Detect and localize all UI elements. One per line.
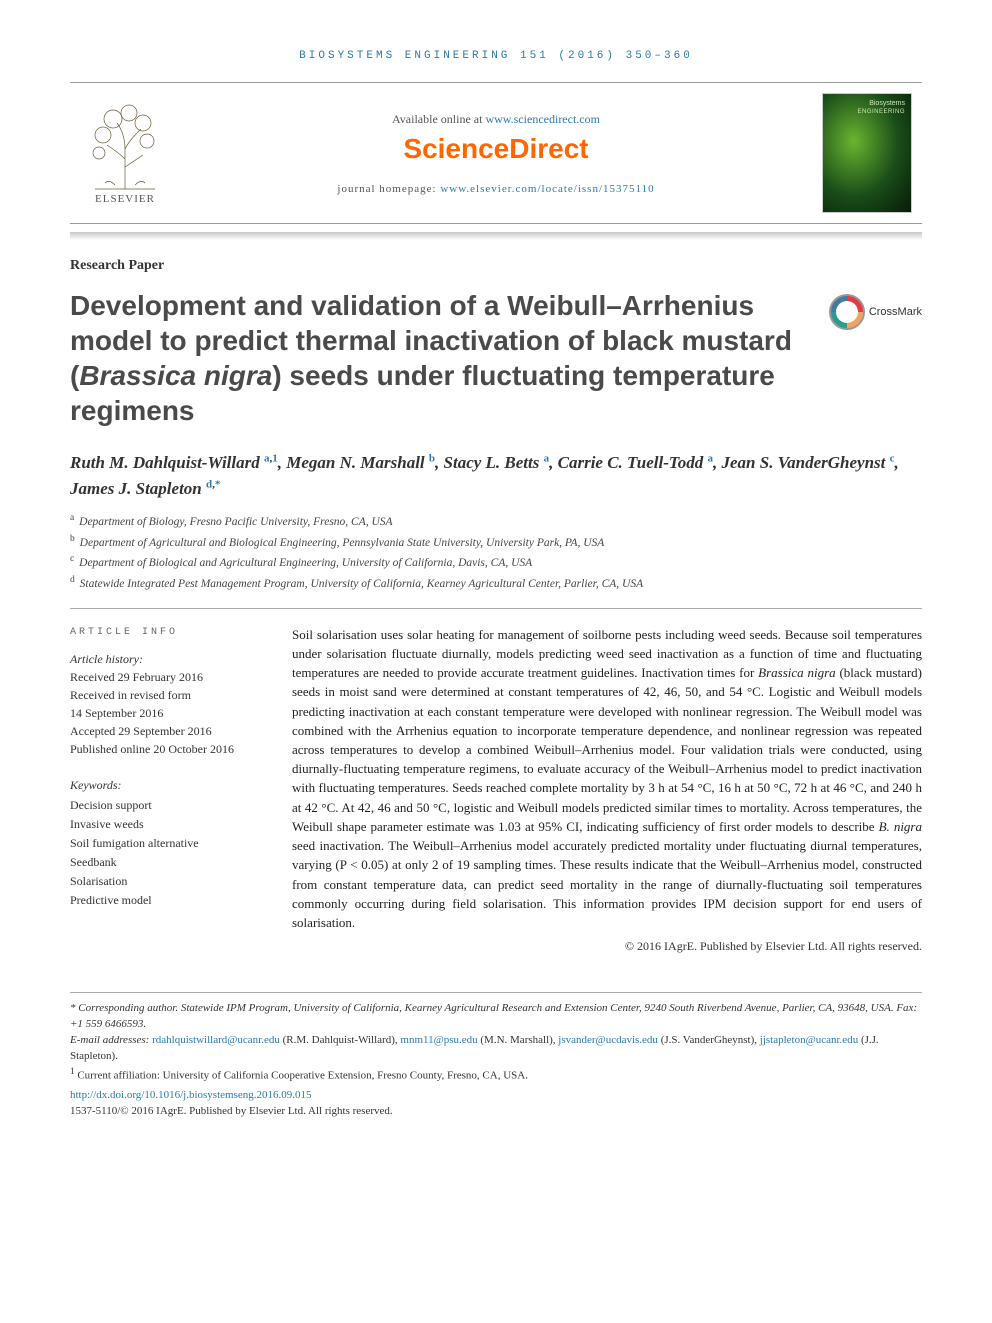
copyright-line: © 2016 IAgrE. Published by Elsevier Ltd.… xyxy=(292,938,922,956)
affiliation-line: d Statewide Integrated Pest Management P… xyxy=(70,573,922,594)
sciencedirect-link[interactable]: www.sciencedirect.com xyxy=(485,112,600,126)
crossmark-badge[interactable]: CrossMark xyxy=(829,294,922,330)
emails-label: E-mail addresses: xyxy=(70,1034,152,1046)
crossmark-icon xyxy=(829,294,865,330)
email-link[interactable]: jsvander@ucdavis.edu xyxy=(558,1034,658,1046)
affiliations: a Department of Biology, Fresno Pacific … xyxy=(70,511,922,594)
list-item: Seedbank xyxy=(70,853,260,871)
keywords-block: Keywords: Decision supportInvasive weeds… xyxy=(70,776,260,909)
header-band: ELSEVIER Available online at www.science… xyxy=(70,82,922,224)
list-item: Accepted 29 September 2016 xyxy=(70,722,260,740)
current-affiliation-note: 1 Current affiliation: University of Cal… xyxy=(70,1065,922,1085)
email-link[interactable]: rdahlquistwillard@ucanr.edu xyxy=(152,1034,280,1046)
article-title: Development and validation of a Weibull–… xyxy=(70,288,809,428)
abstract-text: Soil solarisation uses solar heating for… xyxy=(292,627,922,931)
affiliation-line: a Department of Biology, Fresno Pacific … xyxy=(70,511,922,532)
keywords-label: Keywords: xyxy=(70,776,260,794)
footnotes: * Corresponding author. Statewide IPM Pr… xyxy=(70,992,922,1120)
corresponding-author: * Corresponding author. Statewide IPM Pr… xyxy=(70,1001,922,1033)
issn-copyright: 1537-5110/© 2016 IAgrE. Published by Els… xyxy=(70,1104,922,1120)
list-item: Decision support xyxy=(70,796,260,814)
elsevier-logo: ELSEVIER xyxy=(70,83,180,223)
journal-homepage-link[interactable]: www.elsevier.com/locate/issn/15375110 xyxy=(440,183,654,195)
journal-home-prefix: journal homepage: xyxy=(337,183,440,195)
available-prefix: Available online at xyxy=(392,112,485,126)
journal-cover-image xyxy=(822,93,912,213)
email-link[interactable]: jjstapleton@ucanr.edu xyxy=(760,1034,858,1046)
list-item: Soil fumigation alternative xyxy=(70,834,260,852)
email-link[interactable]: mnm11@psu.edu xyxy=(400,1034,477,1046)
list-item: 14 September 2016 xyxy=(70,704,260,722)
current-affil-text: Current affiliation: University of Calif… xyxy=(77,1069,528,1081)
email-addresses: E-mail addresses: rdahlquistwillard@ucan… xyxy=(70,1033,922,1065)
article-info-column: ARTICLE INFO Article history: Received 2… xyxy=(70,625,260,957)
email-who: (M.N. Marshall), xyxy=(478,1034,559,1046)
list-item: Predictive model xyxy=(70,891,260,909)
crossmark-label: CrossMark xyxy=(869,306,922,318)
keywords-list: Decision supportInvasive weedsSoil fumig… xyxy=(70,796,260,909)
doi-line: http://dx.doi.org/10.1016/j.biosystemsen… xyxy=(70,1088,922,1104)
list-item: Invasive weeds xyxy=(70,815,260,833)
affiliation-line: c Department of Biological and Agricultu… xyxy=(70,552,922,573)
list-item: Received in revised form xyxy=(70,686,260,704)
abstract: Soil solarisation uses solar heating for… xyxy=(292,625,922,957)
journal-homepage-line: journal homepage: www.elsevier.com/locat… xyxy=(337,183,654,195)
authors-line: Ruth M. Dahlquist-Willard a,1, Megan N. … xyxy=(70,450,922,501)
available-online-line: Available online at www.sciencedirect.co… xyxy=(392,112,600,127)
elsevier-wordmark: ELSEVIER xyxy=(95,193,155,205)
journal-cover xyxy=(812,83,922,223)
corresponding-text: * Corresponding author. Statewide IPM Pr… xyxy=(70,1002,917,1030)
article-type: Research Paper xyxy=(70,258,922,274)
history-lines: Received 29 February 2016Received in rev… xyxy=(70,668,260,758)
history-label: Article history: xyxy=(70,650,260,668)
article-info-head: ARTICLE INFO xyxy=(70,625,260,640)
elsevier-tree-icon xyxy=(85,101,165,191)
header-shadow xyxy=(70,232,922,240)
email-who: (J.S. VanderGheynst), xyxy=(658,1034,760,1046)
list-item: Solarisation xyxy=(70,872,260,890)
running-head: BIOSYSTEMS ENGINEERING 151 (2016) 350–36… xyxy=(70,50,922,62)
list-item: Published online 20 October 2016 xyxy=(70,740,260,758)
sciencedirect-logo: ScienceDirect xyxy=(403,133,588,165)
article-history: Article history: Received 29 February 20… xyxy=(70,650,260,758)
emails-list: rdahlquistwillard@ucanr.edu (R.M. Dahlqu… xyxy=(70,1034,879,1062)
affiliation-line: b Department of Agricultural and Biologi… xyxy=(70,532,922,553)
doi-link[interactable]: http://dx.doi.org/10.1016/j.biosystemsen… xyxy=(70,1089,312,1101)
email-who: (R.M. Dahlquist-Willard), xyxy=(280,1034,401,1046)
list-item: Received 29 February 2016 xyxy=(70,668,260,686)
header-center: Available online at www.sciencedirect.co… xyxy=(180,83,812,223)
divider xyxy=(70,608,922,609)
